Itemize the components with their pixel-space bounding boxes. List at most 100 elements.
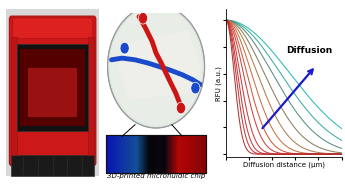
Polygon shape [117,30,201,100]
Bar [164,135,166,173]
Bar [133,135,134,173]
Bar [135,135,137,173]
Bar [125,135,127,173]
Bar [181,135,182,173]
Bar [185,135,186,173]
Bar [203,135,205,173]
Bar [106,135,206,173]
Bar [115,135,117,173]
Circle shape [120,42,129,54]
Bar [170,135,172,173]
Bar [202,135,204,173]
Bar [131,135,133,173]
Bar [169,135,171,173]
Bar [106,135,206,173]
Bar [119,135,120,173]
Bar [206,135,207,173]
Bar [124,135,126,173]
Bar [182,135,184,173]
Bar [137,135,138,173]
Bar [205,135,206,173]
Bar [147,135,148,173]
Bar [108,135,109,173]
Bar [186,135,187,173]
Bar [168,135,169,173]
Bar [134,135,136,173]
Bar [114,135,115,173]
Bar [156,135,157,173]
Bar [163,135,165,173]
Bar [159,135,161,173]
FancyBboxPatch shape [7,9,99,176]
Bar [160,135,162,173]
Bar [187,135,188,173]
Bar [163,135,165,173]
Bar [140,135,142,173]
Bar [179,135,181,173]
Bar [128,135,129,173]
Bar [149,135,151,173]
Bar [106,135,108,173]
FancyBboxPatch shape [28,68,77,117]
Bar [154,135,156,173]
Bar [176,135,177,173]
Bar [189,135,191,173]
Bar [129,135,130,173]
Bar [130,135,132,173]
Bar [178,135,180,173]
Bar [158,135,159,173]
Bar [193,135,195,173]
Bar [120,135,122,173]
FancyBboxPatch shape [88,37,94,155]
FancyBboxPatch shape [20,49,85,126]
X-axis label: Diffusion distance (μm): Diffusion distance (μm) [243,161,325,167]
Bar [200,135,201,173]
Circle shape [191,82,200,94]
Bar [196,135,197,173]
Text: 3D-printed microfluidic chip: 3D-printed microfluidic chip [107,173,205,179]
Circle shape [138,12,148,24]
FancyBboxPatch shape [11,37,17,155]
FancyBboxPatch shape [11,155,94,176]
Bar [118,135,119,173]
Bar [143,135,144,173]
Bar [123,135,124,173]
Bar [192,135,194,173]
Bar [162,135,163,173]
Bar [166,135,167,173]
Bar [201,135,203,173]
Bar [145,135,147,173]
FancyBboxPatch shape [17,44,88,131]
Bar [110,135,111,173]
Bar [144,135,146,173]
Bar [121,135,123,173]
Bar [191,135,192,173]
Bar [183,135,185,173]
Bar [150,135,152,173]
Bar [141,135,143,173]
Bar [112,135,114,173]
Bar [195,135,196,173]
Bar [172,135,173,173]
Bar [126,135,128,173]
Text: Diffusion: Diffusion [286,46,332,55]
Bar [197,135,199,173]
Bar [139,135,140,173]
Bar [167,135,168,173]
FancyBboxPatch shape [12,18,93,39]
Bar [188,135,190,173]
Bar [157,135,158,173]
Bar [138,135,139,173]
Bar [111,135,113,173]
Circle shape [110,7,203,125]
Bar [109,135,110,173]
Bar [153,135,155,173]
Bar [198,135,200,173]
Bar [152,135,153,173]
Bar [116,135,118,173]
Bar [153,135,155,173]
Bar [174,135,176,173]
FancyBboxPatch shape [9,16,96,166]
Circle shape [108,5,205,128]
Circle shape [176,102,186,114]
